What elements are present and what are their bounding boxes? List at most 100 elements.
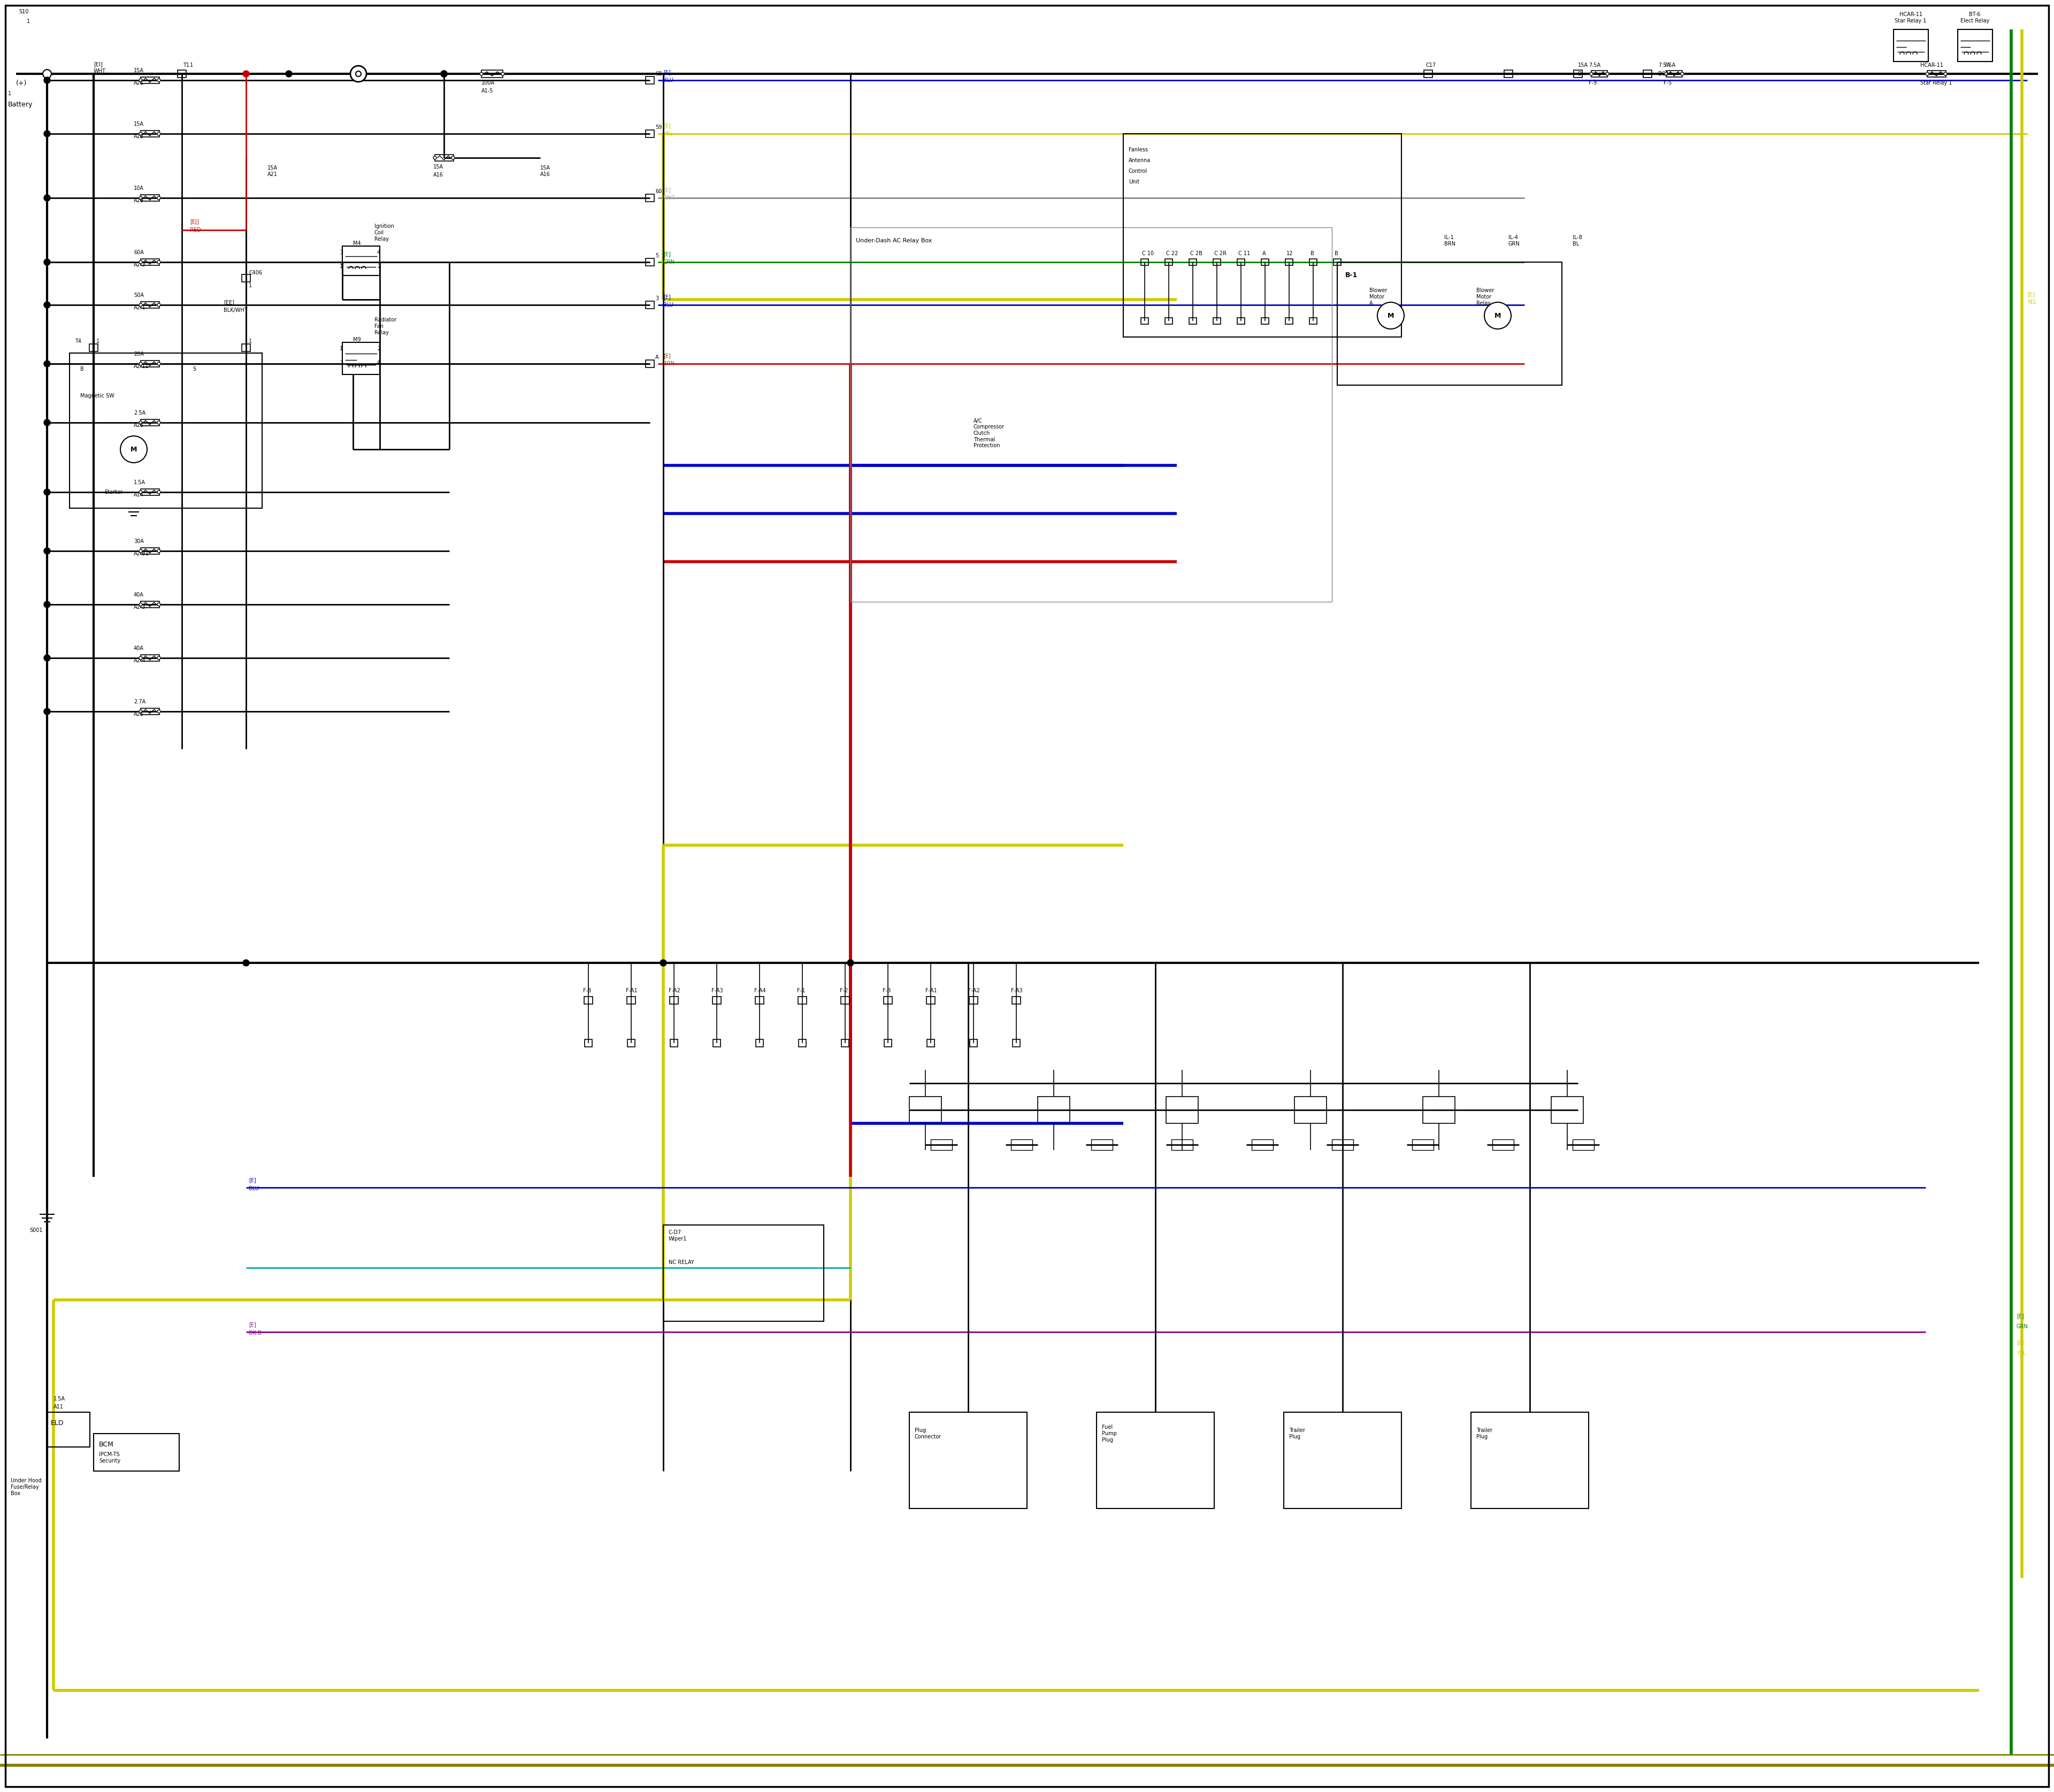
Text: GRN: GRN bbox=[2017, 1324, 2027, 1330]
Text: Radiator
Fan
Relay: Radiator Fan Relay bbox=[374, 317, 396, 335]
Text: RED: RED bbox=[189, 228, 201, 233]
Bar bbox=[1331, 1140, 1354, 1150]
Text: A: A bbox=[655, 355, 659, 360]
Text: 20A: 20A bbox=[134, 351, 144, 357]
Bar bbox=[177, 70, 187, 77]
Text: F-A3: F-A3 bbox=[711, 987, 723, 993]
Text: 10A: 10A bbox=[134, 186, 144, 192]
Text: HCAR-11
Star Relay 1: HCAR-11 Star Relay 1 bbox=[1894, 13, 1927, 23]
Bar bbox=[140, 258, 160, 265]
Bar bbox=[1097, 1412, 1214, 1509]
Text: B: B bbox=[1335, 251, 1337, 256]
Text: A2-B1: A2-B1 bbox=[134, 550, 150, 556]
Circle shape bbox=[1606, 72, 1608, 75]
Circle shape bbox=[158, 491, 160, 495]
Text: C17: C17 bbox=[1425, 63, 1436, 68]
Bar bbox=[1493, 1140, 1514, 1150]
Text: 7.5A: 7.5A bbox=[1588, 63, 1600, 68]
Text: Unit: Unit bbox=[1128, 179, 1140, 185]
Bar bbox=[94, 1434, 179, 1471]
Text: A2-11: A2-11 bbox=[134, 364, 150, 369]
Text: 1: 1 bbox=[8, 91, 12, 97]
Circle shape bbox=[158, 421, 160, 425]
Text: BLK/WHT: BLK/WHT bbox=[224, 308, 249, 314]
Text: Fuel
Pump
Plug: Fuel Pump Plug bbox=[1101, 1425, 1117, 1443]
Text: 60: 60 bbox=[655, 188, 661, 194]
Bar bbox=[1167, 1097, 1197, 1124]
Bar bbox=[645, 301, 653, 308]
Text: IPCM-TS
Security: IPCM-TS Security bbox=[99, 1452, 121, 1464]
Circle shape bbox=[43, 489, 49, 495]
Text: F-2: F-2 bbox=[840, 987, 848, 993]
Bar bbox=[1140, 258, 1148, 265]
Circle shape bbox=[158, 710, 160, 713]
Text: [E]: [E] bbox=[249, 1177, 257, 1183]
Text: S: S bbox=[193, 366, 195, 371]
Text: M: M bbox=[1495, 312, 1501, 319]
Text: F-A1: F-A1 bbox=[926, 987, 937, 993]
Text: [E]: [E] bbox=[663, 124, 672, 129]
Circle shape bbox=[158, 197, 160, 199]
Text: 1: 1 bbox=[189, 63, 193, 68]
Bar bbox=[840, 996, 850, 1004]
Text: Control: Control bbox=[1128, 168, 1148, 174]
Circle shape bbox=[43, 131, 49, 136]
Text: 4: 4 bbox=[378, 360, 380, 366]
Text: S001: S001 bbox=[29, 1228, 43, 1233]
Circle shape bbox=[501, 72, 505, 75]
Bar bbox=[645, 258, 653, 265]
Bar bbox=[969, 996, 978, 1004]
Circle shape bbox=[140, 303, 142, 306]
Text: Trailer
Plug: Trailer Plug bbox=[1290, 1428, 1304, 1439]
Circle shape bbox=[43, 419, 49, 426]
Bar bbox=[1189, 258, 1197, 265]
Text: 2.5A: 2.5A bbox=[134, 410, 146, 416]
Bar bbox=[1504, 70, 1512, 77]
Circle shape bbox=[158, 303, 160, 306]
Bar bbox=[626, 996, 635, 1004]
Text: WHT: WHT bbox=[663, 195, 676, 201]
Text: F-1: F-1 bbox=[797, 987, 805, 993]
Text: F-9: F-9 bbox=[1588, 81, 1596, 86]
Bar bbox=[883, 996, 891, 1004]
Text: Star Relay 1: Star Relay 1 bbox=[1920, 81, 1951, 86]
Circle shape bbox=[351, 66, 366, 82]
Text: 1: 1 bbox=[339, 263, 343, 269]
Text: ELD: ELD bbox=[51, 1419, 64, 1426]
Circle shape bbox=[158, 602, 160, 606]
Text: A22: A22 bbox=[134, 134, 144, 140]
Bar bbox=[1011, 1140, 1033, 1150]
Circle shape bbox=[43, 548, 49, 554]
Bar bbox=[1471, 1412, 1588, 1509]
Circle shape bbox=[43, 77, 49, 84]
Circle shape bbox=[846, 961, 854, 966]
Text: [EJ]: [EJ] bbox=[189, 219, 199, 224]
Bar bbox=[435, 154, 454, 161]
Text: 1: 1 bbox=[249, 339, 253, 344]
Text: B: B bbox=[80, 366, 84, 371]
Text: BC2: BC2 bbox=[1658, 72, 1668, 77]
Bar bbox=[1573, 1140, 1594, 1150]
Circle shape bbox=[242, 961, 249, 966]
Bar bbox=[850, 228, 1331, 602]
Text: 3: 3 bbox=[655, 296, 659, 301]
Text: B: B bbox=[1310, 251, 1315, 256]
Text: F-A2: F-A2 bbox=[670, 987, 680, 993]
Text: Ignition
Coil
Relay: Ignition Coil Relay bbox=[374, 224, 394, 242]
Text: M9: M9 bbox=[353, 337, 362, 342]
Bar bbox=[842, 1039, 848, 1047]
Text: BLU: BLU bbox=[663, 77, 674, 82]
Text: F-5: F-5 bbox=[1664, 81, 1672, 86]
Text: 30A: 30A bbox=[134, 539, 144, 545]
Circle shape bbox=[140, 550, 142, 552]
Text: IL-1
BRN: IL-1 BRN bbox=[1444, 235, 1456, 247]
Circle shape bbox=[43, 301, 49, 308]
Bar bbox=[1013, 1039, 1021, 1047]
Bar bbox=[1037, 1097, 1070, 1124]
Circle shape bbox=[158, 260, 160, 263]
Bar bbox=[1573, 70, 1582, 77]
Circle shape bbox=[355, 72, 362, 77]
Text: [E]: [E] bbox=[663, 251, 672, 256]
Text: C 2B: C 2B bbox=[1189, 251, 1202, 256]
Bar bbox=[713, 1039, 721, 1047]
